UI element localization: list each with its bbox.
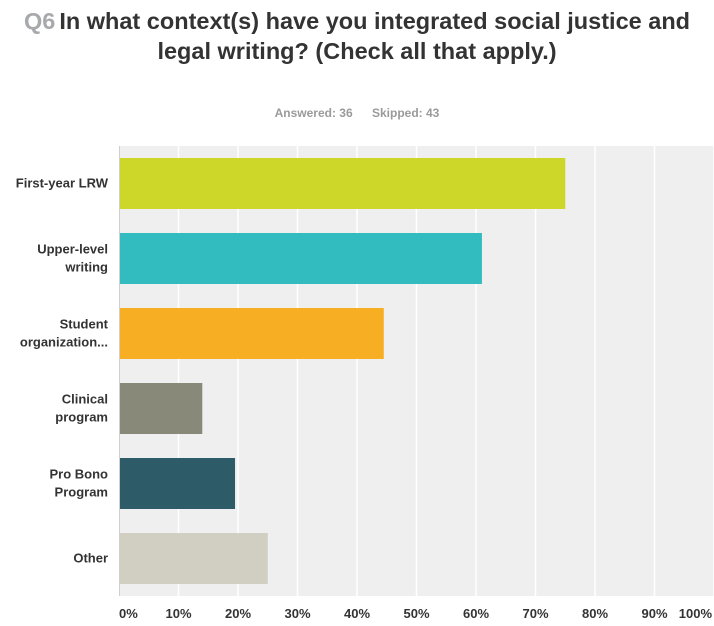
x-tick-label: 80%: [582, 606, 608, 621]
category-label: Upper-level: [37, 242, 108, 257]
category-label: program: [55, 410, 108, 425]
x-tick-label: 40%: [344, 606, 370, 621]
x-tick-label: 0%: [119, 606, 138, 621]
bar: [119, 383, 203, 434]
x-tick-label: 90%: [641, 606, 667, 621]
bar: [119, 458, 236, 509]
bar: [119, 158, 566, 209]
skipped-count: Skipped: 43: [372, 106, 440, 120]
response-summary: Answered: 36 Skipped: 43: [0, 106, 714, 120]
bar: [119, 233, 482, 284]
category-label: Pro Bono: [50, 467, 109, 482]
x-tick-label: 20%: [225, 606, 251, 621]
category-label: writing: [64, 260, 108, 275]
category-label: Program: [55, 485, 108, 500]
x-tick-label: 30%: [284, 606, 310, 621]
bar: [119, 308, 384, 359]
answered-count: Answered: 36: [274, 106, 353, 120]
chart-title: Q6 In what context(s) have you integrated…: [0, 6, 714, 66]
x-tick-label: 50%: [403, 606, 429, 621]
category-label: Student: [60, 317, 109, 332]
x-tick-label: 70%: [522, 606, 548, 621]
question-text: In what context(s) have you integrated s…: [59, 8, 691, 64]
category-label: Other: [73, 551, 108, 566]
question-number: Q6: [23, 8, 56, 34]
bar: [119, 533, 268, 584]
category-label: organization...: [20, 335, 108, 350]
x-tick-label: 10%: [165, 606, 191, 621]
category-label: Clinical: [62, 392, 108, 407]
x-tick-label: 100%: [679, 606, 713, 621]
x-tick-label: 60%: [463, 606, 489, 621]
category-label: First-year LRW: [16, 176, 109, 191]
